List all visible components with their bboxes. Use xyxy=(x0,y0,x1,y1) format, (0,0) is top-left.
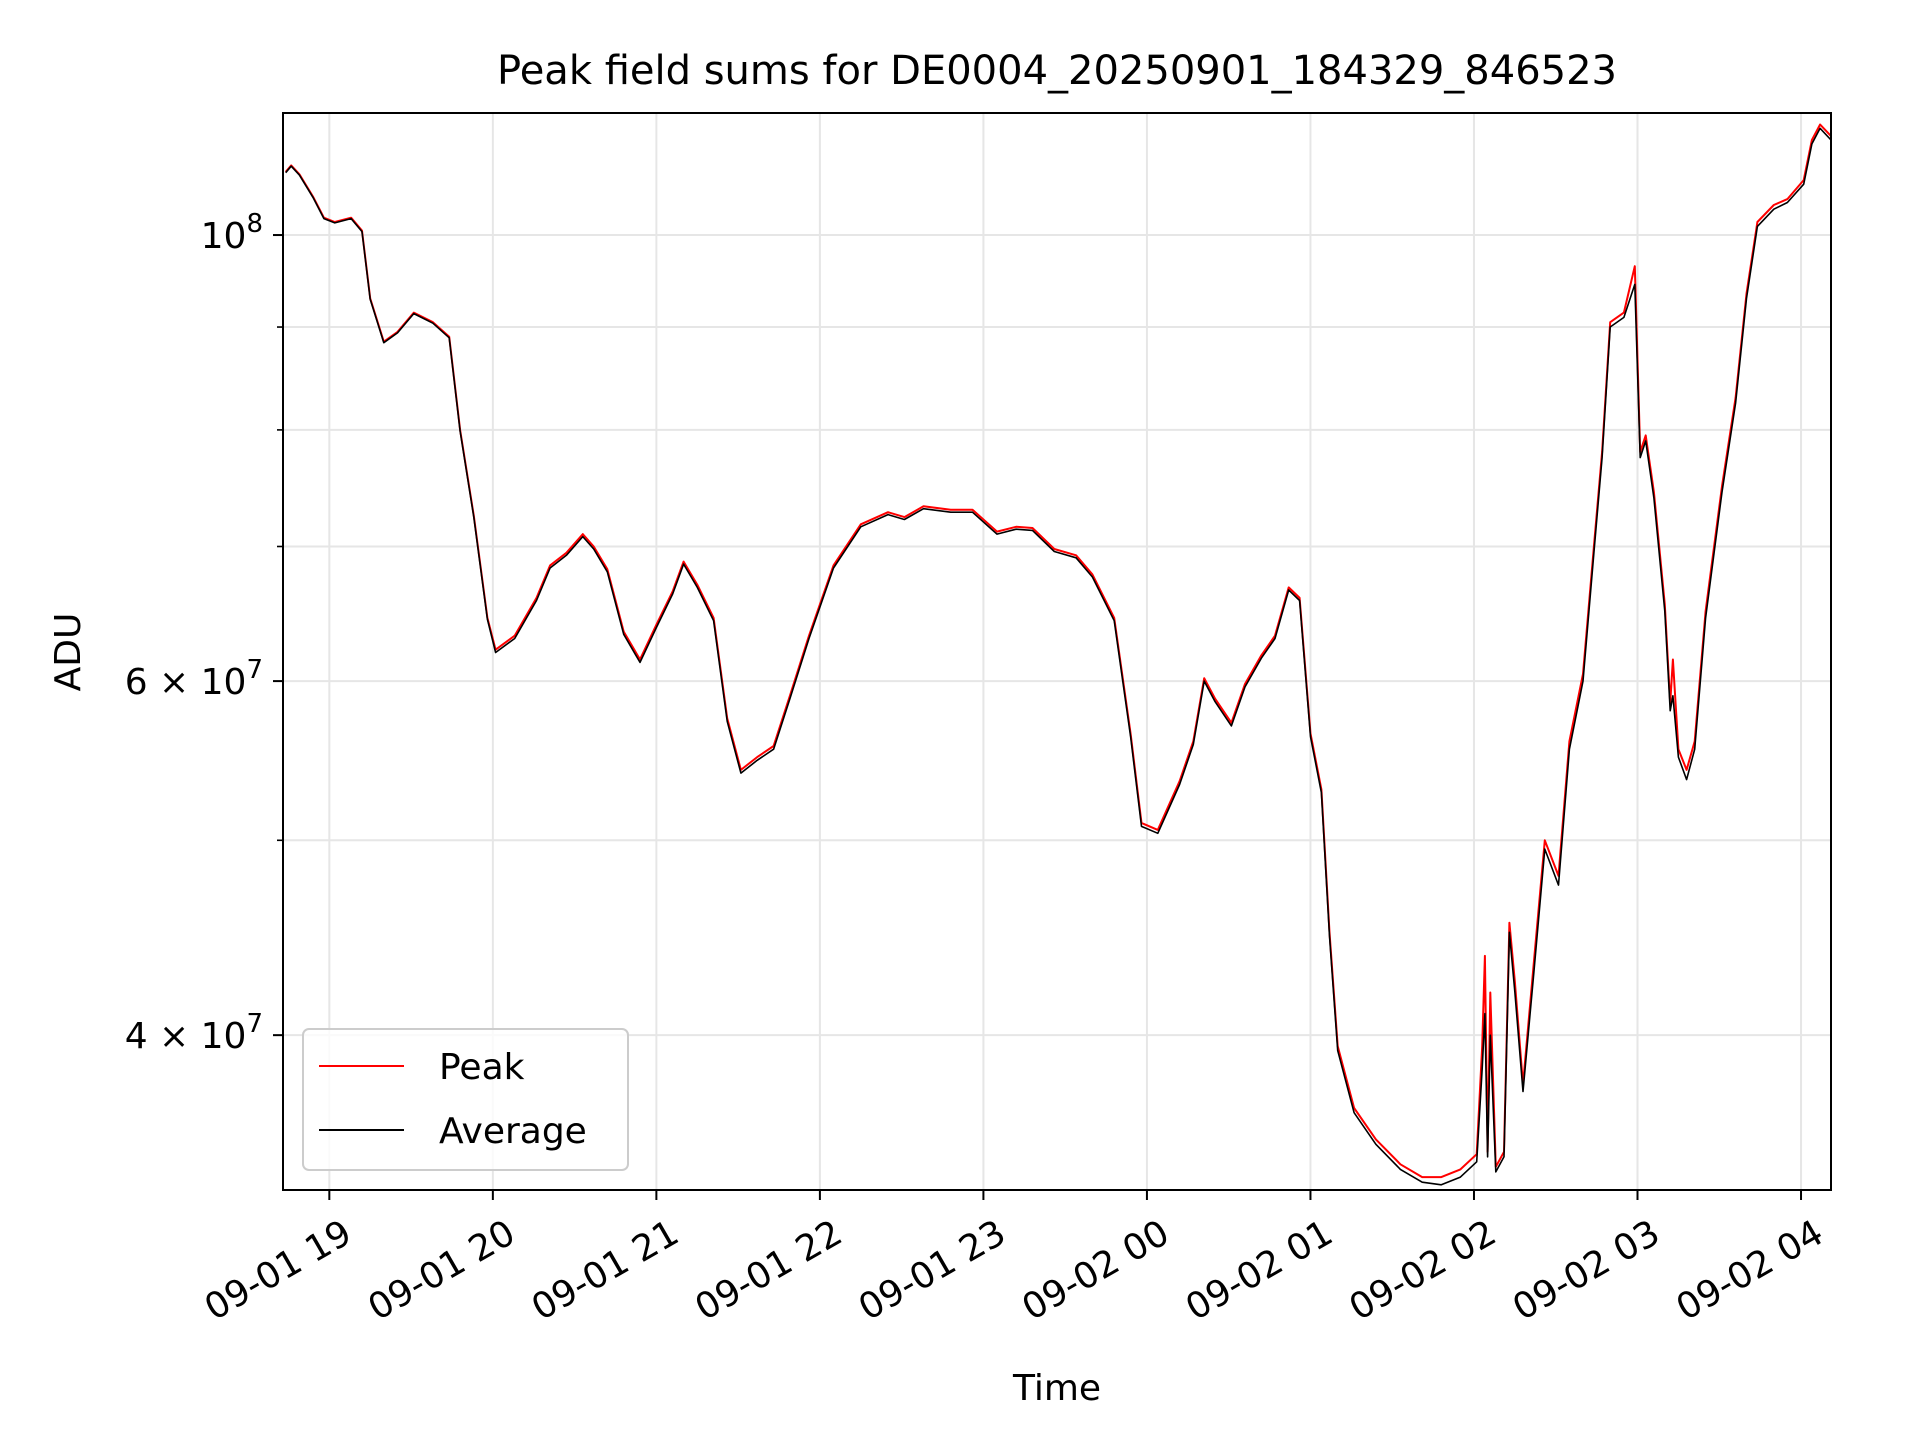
y-tick-label-2: 108 xyxy=(201,209,263,257)
y-axis-label: ADU xyxy=(48,613,89,692)
series-line-average xyxy=(285,127,1832,1186)
legend: Peak Average xyxy=(302,1028,629,1171)
legend-box xyxy=(302,1028,629,1171)
legend-label-average: Average xyxy=(439,1111,587,1152)
chart-title: Peak field sums for DE0004_20250901_1843… xyxy=(497,48,1617,94)
y-axis-ticks: 4 × 107 6 × 107 108 xyxy=(125,209,283,1057)
gridlines xyxy=(283,113,1831,1190)
y-tick-label-0: 4 × 107 xyxy=(125,1009,263,1057)
series-lines xyxy=(284,123,1832,1186)
legend-label-peak: Peak xyxy=(439,1047,525,1088)
x-axis-label: Time xyxy=(1012,1368,1101,1409)
y-tick-label-1: 6 × 107 xyxy=(125,655,263,703)
plot-area-frame xyxy=(282,112,1832,1191)
